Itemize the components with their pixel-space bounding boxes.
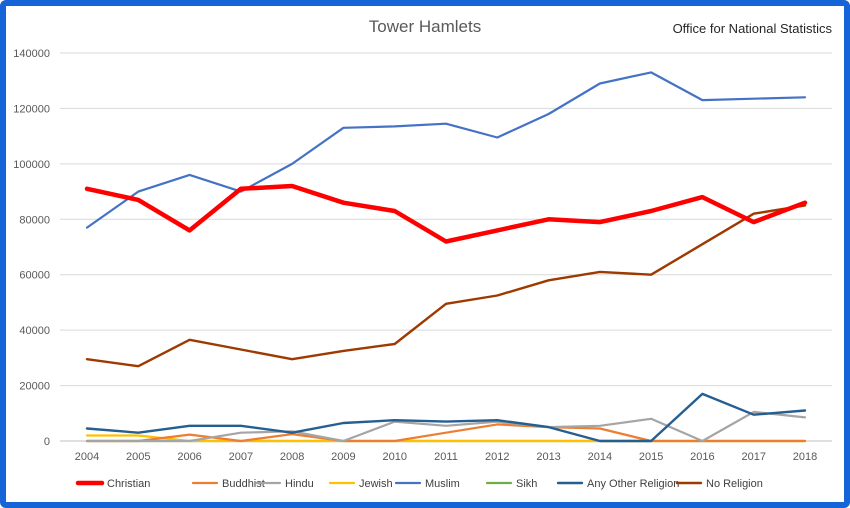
series-line-hindu bbox=[85, 410, 807, 443]
x-tick-label: 2004 bbox=[75, 451, 99, 463]
x-tick-label: 2007 bbox=[229, 451, 253, 463]
series-line-any-other-religion bbox=[85, 392, 807, 443]
series-lines bbox=[84, 71, 808, 443]
series-line-christian bbox=[84, 183, 808, 244]
legend-label: Hindu bbox=[285, 478, 314, 490]
y-tick-label: 80000 bbox=[19, 214, 50, 226]
legend-label: Sikh bbox=[516, 478, 537, 490]
x-tick-label: 2013 bbox=[536, 451, 560, 463]
y-tick-label: 60000 bbox=[19, 270, 50, 282]
series-line-no-religion bbox=[85, 204, 807, 368]
x-tick-label: 2008 bbox=[280, 451, 304, 463]
chart-title: Tower Hamlets bbox=[368, 17, 482, 36]
y-tick-label: 100000 bbox=[13, 159, 50, 171]
x-tick-label: 2010 bbox=[382, 451, 406, 463]
x-tick-label: 2012 bbox=[485, 451, 509, 463]
legend-label: Muslim bbox=[425, 478, 460, 490]
y-tick-label: 40000 bbox=[19, 325, 50, 337]
y-tick-label: 120000 bbox=[13, 103, 50, 115]
source-label: Office for National Statistics bbox=[672, 21, 832, 36]
series-line-muslim bbox=[85, 71, 807, 229]
x-tick-label: 2011 bbox=[434, 451, 458, 463]
legend-label: Christian bbox=[107, 478, 150, 490]
x-tick-label: 2014 bbox=[588, 451, 612, 463]
x-tick-label: 2017 bbox=[741, 451, 765, 463]
legend-label: Buddhist bbox=[222, 478, 265, 490]
series-line-buddhist bbox=[85, 423, 807, 443]
y-axis-ticks: 0 20000 40000 60000 80000 100000 120000 140000 bbox=[13, 48, 50, 448]
legend-label: No Religion bbox=[706, 478, 763, 490]
legend-label: Any Other Religion bbox=[587, 478, 679, 490]
x-tick-label: 2009 bbox=[331, 451, 355, 463]
gridlines bbox=[60, 52, 832, 442]
x-tick-label: 2006 bbox=[177, 451, 201, 463]
x-axis-ticks: 2004 2005 2006 2007 2008 2009 2010 2011 2012 2013… bbox=[75, 451, 817, 463]
x-tick-label: 2015 bbox=[639, 451, 663, 463]
x-tick-label: 2005 bbox=[126, 451, 150, 463]
y-tick-label: 0 bbox=[44, 436, 50, 448]
y-tick-label: 20000 bbox=[19, 381, 50, 393]
y-tick-label: 140000 bbox=[13, 48, 50, 60]
legend: Christian Buddhist Hindu Jewish Muslim Sikh An… bbox=[75, 478, 763, 490]
x-tick-label: 2018 bbox=[793, 451, 817, 463]
x-tick-label: 2016 bbox=[690, 451, 714, 463]
legend-label: Jewish bbox=[359, 478, 393, 490]
